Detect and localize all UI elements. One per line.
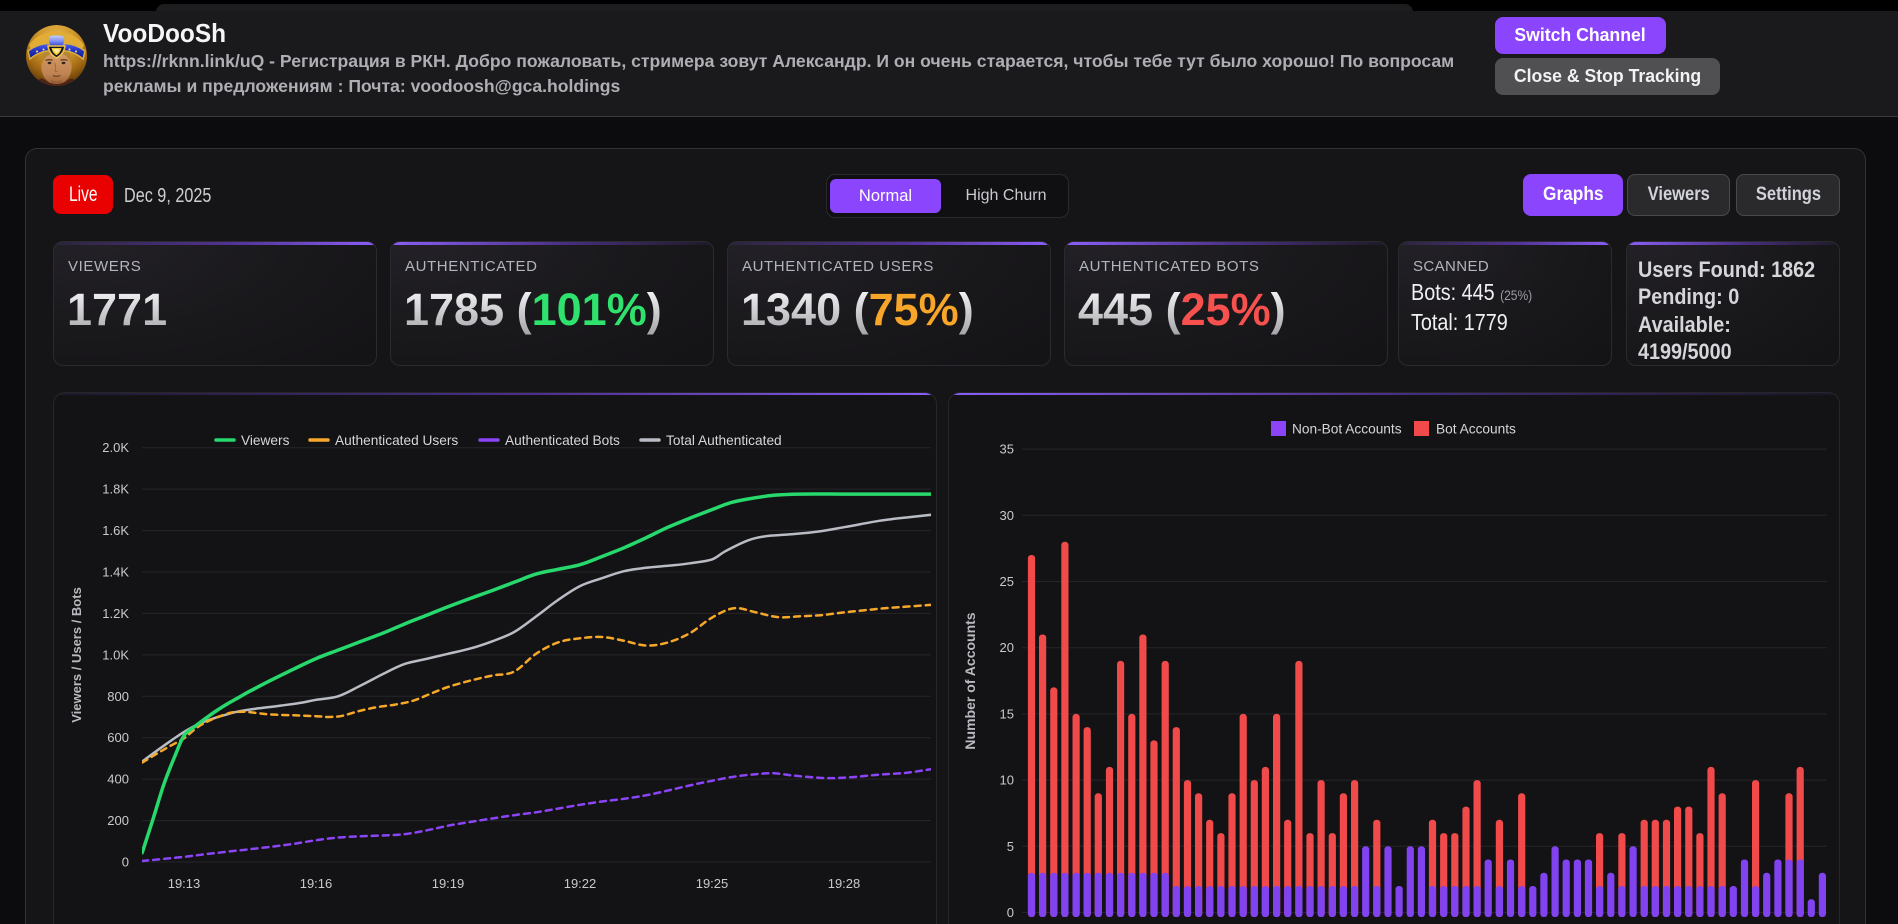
svg-text:800: 800 <box>107 689 129 704</box>
svg-text:15: 15 <box>1000 706 1014 721</box>
svg-text:35: 35 <box>1000 442 1014 457</box>
svg-text:20: 20 <box>1000 640 1014 655</box>
svg-text:10: 10 <box>1000 773 1014 788</box>
svg-text:Bot Accounts: Bot Accounts <box>1436 422 1516 437</box>
svg-text:19:19: 19:19 <box>432 876 465 891</box>
svg-text:1.2K: 1.2K <box>102 606 129 621</box>
svg-text:200: 200 <box>107 813 129 828</box>
svg-text:19:28: 19:28 <box>828 876 861 891</box>
svg-text:400: 400 <box>107 772 129 787</box>
svg-text:0: 0 <box>1007 905 1014 920</box>
svg-text:30: 30 <box>1000 508 1014 523</box>
svg-text:19:13: 19:13 <box>168 876 201 891</box>
svg-text:Authenticated Bots: Authenticated Bots <box>505 433 620 448</box>
svg-text:19:25: 19:25 <box>696 876 729 891</box>
svg-text:Viewers: Viewers <box>241 433 290 448</box>
svg-text:1.8K: 1.8K <box>102 482 129 497</box>
svg-text:5: 5 <box>1007 839 1014 854</box>
svg-text:2.0K: 2.0K <box>102 440 129 455</box>
svg-text:0: 0 <box>122 855 129 870</box>
svg-text:25: 25 <box>1000 574 1014 589</box>
svg-text:1.0K: 1.0K <box>102 647 129 662</box>
svg-text:1.6K: 1.6K <box>102 523 129 538</box>
svg-text:Non-Bot Accounts: Non-Bot Accounts <box>1292 422 1402 437</box>
svg-text:Authenticated Users: Authenticated Users <box>335 433 458 448</box>
svg-text:1.4K: 1.4K <box>102 565 129 580</box>
svg-text:19:16: 19:16 <box>300 876 333 891</box>
svg-text:Viewers / Users / Bots: Viewers / Users / Bots <box>69 587 84 723</box>
svg-text:600: 600 <box>107 730 129 745</box>
svg-text:Number of Accounts: Number of Accounts <box>962 612 978 749</box>
svg-text:19:22: 19:22 <box>564 876 597 891</box>
svg-text:Total Authenticated: Total Authenticated <box>666 433 782 448</box>
